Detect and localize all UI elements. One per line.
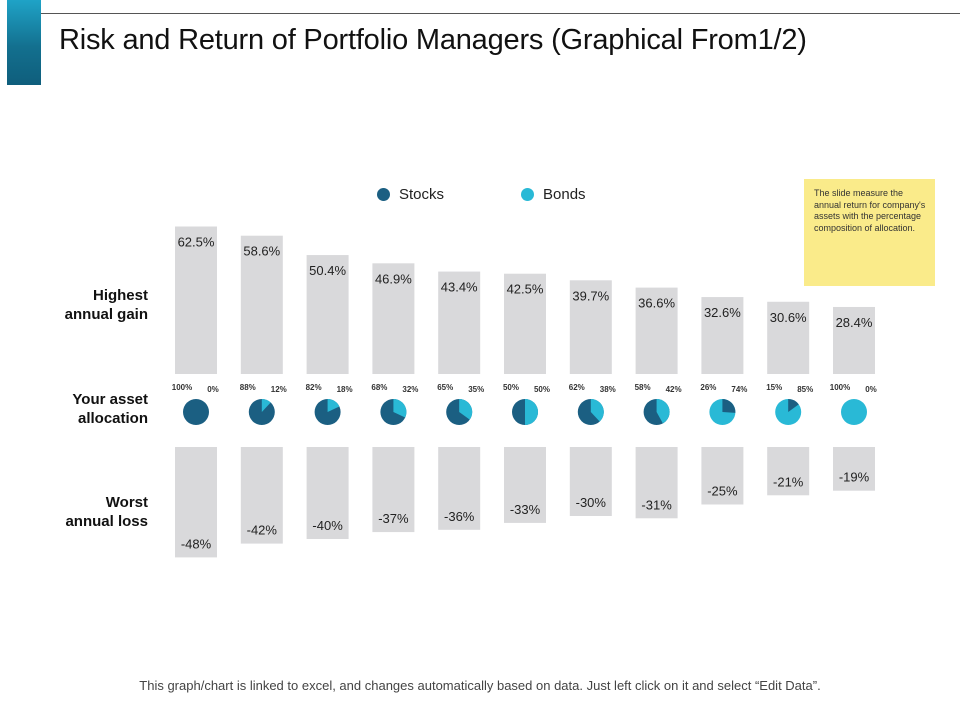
row-label-loss-line2: annual loss (65, 513, 148, 530)
gain-bar (175, 226, 217, 374)
loss-bar (701, 447, 744, 505)
loss-bar (240, 447, 283, 544)
bonds-percent-label: 42% (666, 385, 682, 394)
bonds-percent-label: 85% (797, 385, 813, 394)
allocation-pie-bonds-slice (459, 399, 473, 420)
gain-bar (701, 297, 744, 374)
top-divider (41, 13, 960, 14)
allocation-pie-bonds-slice (261, 399, 271, 412)
loss-value-label: -37% (378, 511, 409, 526)
bonds-percent-label: 50% (534, 385, 550, 394)
loss-value-label: -48% (181, 536, 212, 551)
bonds-percent-label: 0% (207, 385, 219, 394)
gain-bar (569, 280, 612, 374)
allocation-pie-bonds-slice (656, 399, 670, 424)
legend-swatch-bonds (521, 188, 534, 201)
loss-value-label: -36% (444, 509, 475, 524)
gain-bar (767, 301, 810, 374)
bonds-percent-label: 18% (337, 385, 353, 394)
stocks-percent-label: 82% (306, 383, 322, 392)
gain-value-label: 58.6% (243, 244, 280, 259)
bonds-percent-label: 38% (600, 385, 616, 394)
loss-value-label: -33% (510, 502, 541, 517)
allocation-pie (183, 399, 209, 425)
gain-value-label: 36.6% (638, 296, 675, 311)
stocks-percent-label: 100% (172, 383, 192, 392)
allocation-pie-bonds-slice (590, 399, 604, 422)
gain-value-label: 50.4% (309, 263, 346, 278)
row-label-asset-allocation: Your asset allocation (72, 390, 148, 428)
gain-bar (306, 255, 349, 374)
gain-value-label: 42.5% (507, 282, 544, 297)
gain-bar (240, 235, 283, 374)
stocks-percent-label: 65% (437, 383, 453, 392)
allocation-pie-bonds-slice (525, 399, 538, 425)
gain-value-label: 28.4% (836, 315, 873, 330)
stocks-percent-label: 88% (240, 383, 256, 392)
gain-bar (372, 263, 415, 374)
note-sticky: The slide measure the annual return for … (804, 179, 935, 286)
row-label-loss-line1: Worst (105, 494, 148, 511)
bonds-percent-label: 35% (468, 385, 484, 394)
stocks-percent-label: 15% (766, 383, 782, 392)
stocks-percent-label: 58% (635, 383, 651, 392)
row-label-gain-line2: annual gain (64, 306, 148, 323)
loss-value-label: -30% (576, 495, 607, 510)
loss-bar (833, 447, 875, 491)
allocation-pie-bonds-slice (393, 399, 407, 418)
legend-label-bonds: Bonds (543, 186, 586, 203)
row-label-alloc-line1: Your asset (72, 391, 148, 408)
allocation-pie-bonds-slice (327, 399, 340, 412)
stocks-percent-label: 100% (830, 383, 850, 392)
gain-bar (833, 306, 875, 374)
loss-bar (372, 447, 415, 533)
gain-value-label: 30.6% (770, 310, 807, 325)
row-label-highest-gain: Highest annual gain (65, 286, 148, 324)
title-accent-block (7, 0, 41, 85)
bonds-percent-label: 74% (731, 385, 747, 394)
stocks-percent-label: 62% (569, 383, 585, 392)
gain-value-label: 43.4% (441, 280, 478, 295)
legend-item-stocks: Stocks (377, 186, 444, 203)
gain-value-label: 39.7% (572, 288, 609, 303)
bonds-percent-label: 32% (402, 385, 418, 394)
stocks-percent-label: 68% (371, 383, 387, 392)
allocation-pie (841, 399, 867, 425)
loss-value-label: -21% (773, 474, 804, 489)
legend-swatch-stocks (377, 188, 390, 201)
allocation-pie-stocks-slice (788, 399, 799, 412)
bonds-percent-label: 12% (271, 385, 287, 394)
loss-bar (306, 447, 349, 539)
loss-value-label: -31% (641, 497, 672, 512)
gain-bar (438, 271, 481, 374)
gain-bar (504, 273, 546, 374)
legend-label-stocks: Stocks (399, 186, 445, 203)
row-label-gain-line1: Highest (92, 287, 148, 304)
legend-item-bonds: Bonds (521, 186, 586, 203)
loss-value-label: -40% (312, 518, 343, 533)
gain-value-label: 62.5% (178, 235, 215, 250)
loss-bar (175, 447, 217, 558)
footer-note: This graph/chart is linked to excel, and… (139, 678, 821, 693)
loss-value-label: -19% (839, 470, 870, 485)
gain-value-label: 46.9% (375, 271, 412, 286)
gain-bar (635, 287, 678, 374)
loss-value-label: -25% (707, 484, 738, 499)
gain-value-label: 32.6% (704, 305, 741, 320)
loss-bar (569, 447, 612, 516)
stocks-percent-label: 26% (700, 383, 716, 392)
row-label-alloc-line2: allocation (77, 410, 148, 427)
row-label-worst-loss: Worst annual loss (65, 493, 148, 531)
bonds-percent-label: 0% (865, 385, 877, 394)
loss-bar (504, 447, 546, 523)
page-title: Risk and Return of Portfolio Managers (G… (59, 24, 807, 56)
allocation-pie-stocks-slice (722, 399, 736, 413)
loss-bar (767, 447, 810, 496)
loss-bar (438, 447, 481, 530)
loss-bar (635, 447, 678, 519)
legend: Stocks Bonds (0, 186, 960, 208)
stocks-percent-label: 50% (503, 383, 519, 392)
loss-value-label: -42% (247, 523, 278, 538)
